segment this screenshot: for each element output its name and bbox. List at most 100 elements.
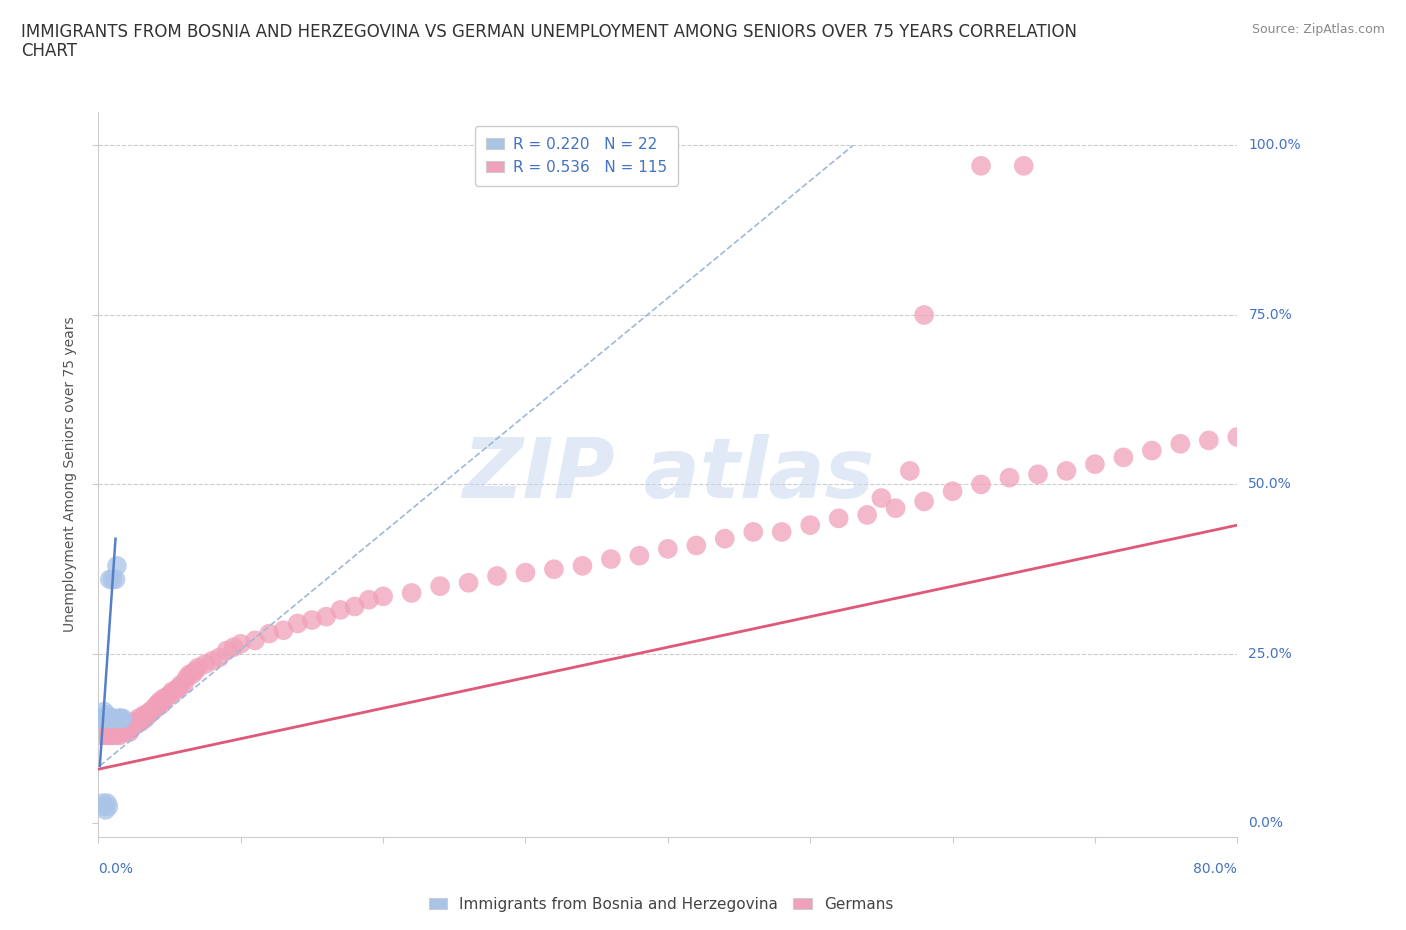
- Point: [628, 548, 651, 563]
- Point: [93, 704, 115, 719]
- Legend: Immigrants from Bosnia and Herzegovina, Germans: Immigrants from Bosnia and Herzegovina, …: [422, 891, 900, 918]
- Point: [98, 572, 121, 587]
- Point: [91, 728, 114, 743]
- Point: [101, 728, 124, 743]
- Point: [942, 484, 965, 498]
- Point: [122, 714, 145, 729]
- Point: [142, 700, 165, 715]
- Point: [152, 694, 174, 709]
- Point: [101, 572, 124, 587]
- Point: [89, 728, 111, 743]
- Point: [159, 687, 181, 702]
- Point: [287, 616, 309, 631]
- Point: [108, 728, 131, 743]
- Point: [100, 711, 122, 725]
- Point: [115, 718, 138, 733]
- Point: [108, 711, 131, 725]
- Point: [94, 728, 117, 743]
- Point: [259, 626, 281, 641]
- Point: [118, 718, 141, 733]
- Point: [94, 721, 117, 736]
- Point: [1198, 433, 1220, 448]
- Point: [194, 657, 217, 671]
- Point: [110, 711, 132, 725]
- Point: [187, 660, 209, 675]
- Point: [112, 721, 135, 736]
- Point: [970, 477, 993, 492]
- Point: [150, 698, 173, 712]
- Point: [401, 586, 423, 601]
- Point: [136, 708, 159, 723]
- Point: [770, 525, 793, 539]
- Point: [222, 640, 245, 655]
- Point: [145, 700, 167, 715]
- Point: [103, 711, 125, 725]
- Point: [714, 531, 737, 546]
- Point: [94, 803, 117, 817]
- Point: [107, 724, 129, 739]
- Point: [96, 708, 118, 723]
- Point: [101, 721, 124, 736]
- Point: [170, 677, 193, 692]
- Point: [132, 708, 155, 723]
- Point: [107, 711, 129, 725]
- Point: [111, 724, 134, 739]
- Point: [129, 714, 152, 729]
- Point: [1056, 463, 1078, 478]
- Point: [1026, 467, 1049, 482]
- Point: [162, 684, 184, 698]
- Point: [373, 589, 395, 604]
- Point: [139, 704, 162, 719]
- Point: [153, 691, 176, 706]
- Point: [120, 721, 142, 736]
- Point: [111, 711, 134, 725]
- Point: [127, 711, 149, 725]
- Point: [515, 565, 537, 580]
- Point: [343, 599, 366, 614]
- Point: [229, 636, 252, 651]
- Point: [181, 667, 204, 682]
- Point: [571, 558, 593, 573]
- Point: [1140, 443, 1163, 458]
- Point: [898, 463, 921, 478]
- Point: [273, 623, 295, 638]
- Text: 25.0%: 25.0%: [1249, 647, 1292, 661]
- Point: [93, 724, 115, 739]
- Point: [742, 525, 765, 539]
- Point: [114, 721, 136, 736]
- Point: [215, 644, 238, 658]
- Text: 0.0%: 0.0%: [1249, 817, 1284, 830]
- Point: [96, 724, 118, 739]
- Point: [176, 671, 198, 685]
- Point: [91, 711, 114, 725]
- Point: [101, 711, 124, 725]
- Point: [146, 698, 169, 712]
- Point: [118, 724, 141, 739]
- Point: [90, 724, 112, 739]
- Point: [165, 684, 187, 698]
- Text: 0.0%: 0.0%: [98, 862, 134, 876]
- Point: [201, 653, 224, 668]
- Point: [243, 633, 266, 648]
- Point: [1112, 450, 1135, 465]
- Point: [125, 714, 148, 729]
- Text: 50.0%: 50.0%: [1249, 477, 1292, 491]
- Point: [912, 308, 935, 323]
- Point: [301, 613, 323, 628]
- Point: [1226, 430, 1249, 445]
- Point: [104, 721, 127, 736]
- Point: [96, 796, 118, 811]
- Point: [135, 708, 157, 723]
- Text: IMMIGRANTS FROM BOSNIA AND HERZEGOVINA VS GERMAN UNEMPLOYMENT AMONG SENIORS OVER: IMMIGRANTS FROM BOSNIA AND HERZEGOVINA V…: [21, 23, 1077, 41]
- Text: 80.0%: 80.0%: [1194, 862, 1237, 876]
- Text: 100.0%: 100.0%: [1249, 139, 1301, 153]
- Text: CHART: CHART: [21, 42, 77, 60]
- Point: [657, 541, 679, 556]
- Point: [98, 724, 121, 739]
- Point: [89, 711, 111, 725]
- Point: [329, 603, 352, 618]
- Point: [128, 714, 150, 729]
- Point: [912, 494, 935, 509]
- Point: [93, 799, 115, 814]
- Point: [1170, 436, 1192, 451]
